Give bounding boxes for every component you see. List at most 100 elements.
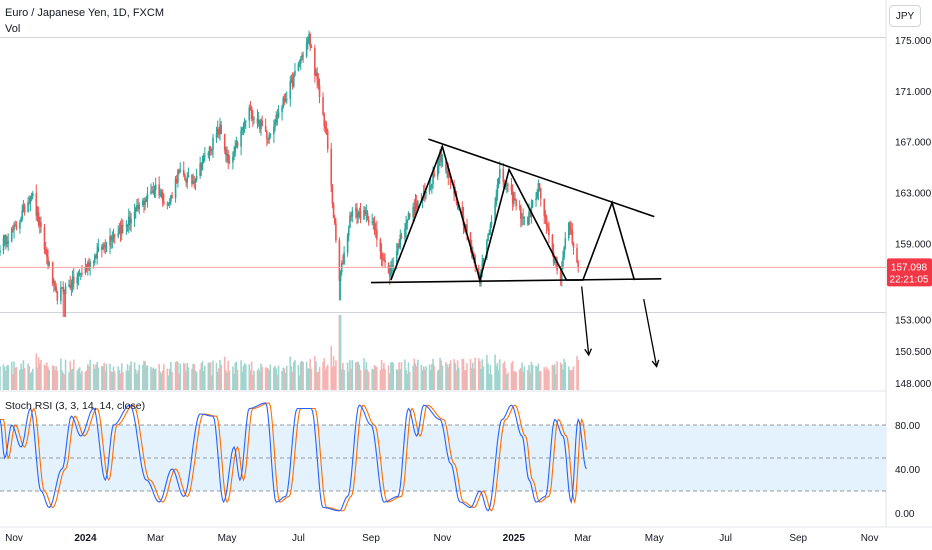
volume-bar — [43, 364, 46, 390]
volume-bar — [527, 370, 529, 390]
volume-bar — [23, 368, 26, 390]
candle-body — [86, 262, 89, 269]
candle-body — [440, 150, 443, 162]
candle-body — [81, 273, 83, 275]
volume-bar — [458, 367, 460, 390]
volume-bar — [232, 366, 234, 390]
candle-body — [179, 169, 182, 172]
volume-bar — [407, 362, 410, 390]
candle-body — [570, 228, 572, 231]
candle-body — [92, 261, 95, 263]
volume-bar — [88, 366, 90, 390]
candle-body — [276, 114, 279, 118]
candle-body — [400, 234, 403, 239]
volume-bar — [151, 369, 153, 390]
volume-bar — [367, 372, 370, 390]
volume-bar — [474, 357, 476, 390]
candle-body — [559, 270, 562, 280]
candle-body — [250, 107, 253, 119]
volume-bar — [36, 367, 39, 390]
volume-bar — [297, 364, 300, 390]
candle-body — [243, 120, 246, 127]
volume-bar — [299, 361, 302, 390]
candle-body — [364, 210, 366, 214]
candle-body — [538, 183, 541, 189]
volume-bar — [5, 370, 7, 390]
candle-body — [187, 174, 190, 177]
candle-body — [461, 206, 464, 216]
candle-body — [347, 228, 350, 236]
candle-body — [171, 195, 173, 199]
candle-body — [349, 215, 351, 229]
candle-body — [129, 216, 131, 224]
volume-bar — [163, 364, 165, 390]
volume-bar — [243, 363, 246, 390]
volume-bar — [438, 369, 440, 390]
volume-bar — [161, 370, 164, 390]
volume-bar — [3, 366, 6, 390]
volume-bar — [167, 375, 170, 390]
volume-bar — [301, 360, 303, 390]
candle-body — [244, 120, 247, 122]
volume-bar — [406, 373, 409, 390]
volume-bar — [371, 368, 373, 390]
volume-bar — [216, 371, 219, 390]
volume-bar — [488, 374, 491, 390]
candle-body — [324, 126, 327, 129]
candle-body — [275, 114, 278, 123]
candle-body — [207, 152, 210, 156]
candle-body — [388, 273, 391, 277]
volume-bar — [538, 371, 541, 390]
volume-bar — [129, 365, 131, 390]
volume-bar — [267, 368, 269, 390]
candle-body — [413, 206, 416, 215]
volume-bar — [160, 373, 163, 390]
projection-arrow-shaft — [581, 286, 590, 356]
volume-bar — [70, 369, 73, 390]
date-tick-label: Jul — [292, 533, 305, 544]
candle-body — [264, 126, 267, 132]
volume-bar — [37, 357, 40, 390]
candle-body — [318, 85, 321, 98]
volume-bar — [71, 368, 74, 390]
volume-bar — [81, 370, 83, 390]
candle-body — [528, 211, 530, 225]
volume-bar — [141, 364, 144, 390]
candle-body — [473, 253, 475, 257]
stoch-tick-label: 80.00 — [895, 421, 920, 432]
volume-bar — [212, 360, 214, 390]
currency-button[interactable]: JPY — [889, 5, 921, 27]
volume-bar — [544, 369, 547, 390]
volume-bar — [19, 369, 21, 390]
volume-bar — [422, 366, 425, 390]
candle-body — [31, 193, 34, 197]
candle-body — [168, 201, 171, 204]
candle-body — [308, 34, 310, 39]
volume-bar — [546, 368, 549, 390]
volume-bar — [510, 363, 513, 390]
candle-body — [51, 262, 54, 284]
volume-bar — [2, 364, 5, 390]
volume-bar — [62, 372, 65, 390]
volume-bar — [496, 362, 499, 390]
candle-body — [194, 179, 197, 183]
volume-bar — [569, 369, 571, 390]
volume-bar — [318, 367, 321, 390]
volume-bar — [421, 370, 424, 390]
volume-bar — [136, 373, 138, 390]
candle-body — [456, 203, 459, 208]
pattern-drawings[interactable] — [370, 138, 662, 368]
volume-bar — [305, 361, 308, 390]
volume-bar — [441, 365, 444, 390]
candle-body — [226, 153, 228, 156]
candle-body — [21, 210, 24, 219]
volume-bar — [372, 369, 375, 390]
candle-body — [137, 204, 139, 209]
candle-body — [496, 184, 499, 197]
volume-bar — [466, 363, 468, 390]
candle-body — [60, 287, 62, 301]
candle-body — [76, 276, 79, 284]
candle-body — [64, 286, 67, 295]
volume-bar — [285, 365, 288, 390]
